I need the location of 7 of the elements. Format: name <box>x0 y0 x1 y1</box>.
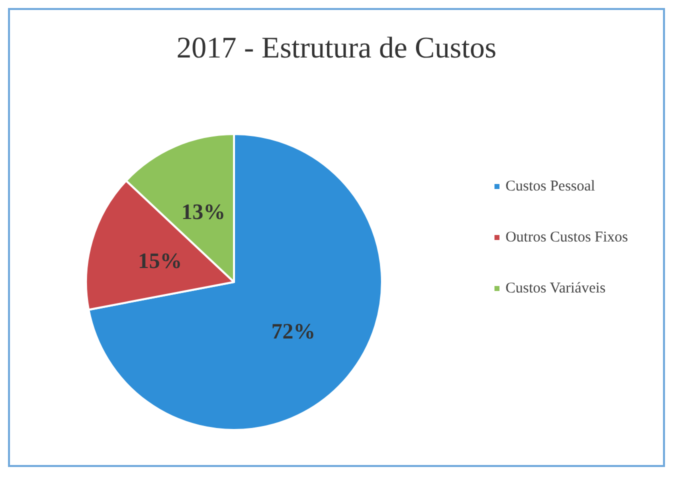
legend-label: Custos Variáveis <box>505 280 606 296</box>
legend-label: Custos Pessoal <box>505 178 596 194</box>
data-label: 72% <box>271 318 316 344</box>
data-label: 15% <box>138 248 182 274</box>
legend-label: Outros Custos Fixos <box>505 230 628 246</box>
data-label: 13% <box>181 198 226 224</box>
chart-title: 2017 - Estrutura de Custos <box>176 32 496 64</box>
